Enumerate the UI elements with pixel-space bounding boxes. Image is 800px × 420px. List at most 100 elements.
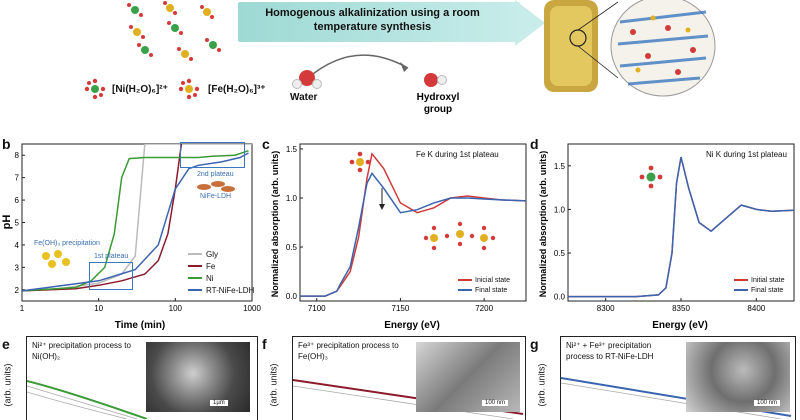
- chart-c-xtick-label: 7100: [308, 304, 326, 313]
- fe-precip-label: Fe(OH)₃ precipitation: [34, 240, 100, 247]
- ldh-platelets-icon: [197, 181, 235, 192]
- plateau2-box: [180, 142, 245, 168]
- chart-c: 7100 7150 7200 0.0 0.5 1.0 1.5 Normalized abso…: [270, 143, 527, 331]
- panel-g: (arb. units) Ni²⁺ + Fe³⁺ precipitation p…: [530, 336, 800, 420]
- chart-c-ytick-label: 0.0: [286, 292, 298, 301]
- legend-item-rt-nife: RT-NiFe-LDH: [188, 284, 256, 296]
- panel-f-axes: [292, 336, 526, 420]
- legend-item-d-initial: Initial state: [734, 275, 784, 285]
- arrow-down-icon: [379, 188, 385, 210]
- chart-b-xlabel: Time (min): [115, 320, 165, 331]
- chart-b-ytick-label: 8: [15, 151, 20, 160]
- chart-d-legend: Initial state Final state: [734, 275, 784, 295]
- ni-complex-label: [Ni(H₂O)₆]²⁺: [112, 84, 168, 95]
- chart-d-ytick-label: 0.5: [554, 249, 566, 258]
- panel-e-axes: [26, 336, 258, 420]
- ldh-structure-icon: [610, 0, 716, 97]
- chart-d-xlabel: Energy (eV): [652, 320, 708, 331]
- chart-c-ytick-label: 0.5: [286, 243, 298, 252]
- panel-f-scale: 100 nm: [482, 400, 509, 406]
- panel-e-title: Ni²⁺ precipitation process to Ni(OH)₂: [32, 341, 131, 361]
- fe-precip-box: [89, 262, 133, 290]
- legend-item-gly: Gly: [188, 248, 256, 260]
- chart-c-xlabel: Energy (eV): [384, 320, 440, 331]
- banner-text: Homogenous alkalinization using a room t…: [265, 7, 480, 33]
- chart-c-series-1-line: [300, 172, 526, 297]
- water-molecule-icon: [292, 70, 322, 89]
- chart-d-ytick-label: 1.5: [554, 162, 566, 171]
- panel-e-sem-image: [146, 342, 250, 412]
- panel-d: 8300 8350 8400 0.0 0.5 1.0 1.5 Normalized abso…: [530, 136, 800, 332]
- fe-complex-label: [Fe(H₂O)₆]³⁺: [208, 84, 266, 95]
- chart-b-xtick-label: 1000: [243, 304, 261, 313]
- ni-aqua-complex-icon: [84, 78, 106, 100]
- legend-item-c-final: Final state: [458, 285, 510, 295]
- legend-item-d-final: Final state: [734, 285, 784, 295]
- chart-d-xtick-label: 8300: [597, 304, 615, 313]
- panel-e-curves: [27, 380, 147, 419]
- panel-letter-b: b: [2, 136, 11, 152]
- panel-letter-e: e: [2, 336, 10, 352]
- chart-c-legend: Inicial state Final state: [458, 275, 510, 295]
- chart-b-ytick-label: 2: [15, 286, 20, 295]
- panel-letter-d: d: [530, 136, 539, 152]
- banner-arrowhead-icon: [515, 0, 545, 46]
- chart-d-ytick-label: 0.0: [554, 293, 566, 302]
- chart-b-series-1-line: [22, 144, 183, 292]
- chart-d: 8300 8350 8400 0.0 0.5 1.0 1.5 Normalized abso…: [538, 143, 795, 331]
- chart-c-xtick-label: 7200: [475, 304, 493, 313]
- plateau2-label: 2nd plateau: [197, 171, 234, 178]
- chart-c-ylabel: Normalized absorption (arb. units): [270, 151, 280, 298]
- chart-b-ytick-label: 3: [15, 263, 20, 272]
- chart-c-ytick-label: 1.0: [286, 194, 298, 203]
- hydroxyl-label: Hydroxyl group: [416, 92, 460, 115]
- fe-precipitate-particles-icon: [42, 250, 70, 268]
- panel-letter-g: g: [530, 336, 539, 352]
- chart-b-ytick-label: 5: [15, 219, 20, 228]
- chart-d-ylabel: Normalized absorption (arb. units): [538, 151, 548, 298]
- panel-e-scale: 1µm: [210, 400, 228, 406]
- chart-d-title: Ni K during 1st plateau: [706, 150, 787, 159]
- chart-d-xtick-label: 8400: [747, 304, 765, 313]
- reaction-arrow-icon: [307, 54, 409, 79]
- chart-d-ytick-label: 1.0: [554, 205, 566, 214]
- plateau1-label: 1st plateau: [94, 253, 129, 260]
- panel-g-title: Ni²⁺ + Fe³⁺ precipitation process to RT-…: [566, 341, 654, 361]
- aqua-complex-cluster-icon: [127, 1, 221, 61]
- chart-c-ytick-label: 1.5: [286, 145, 298, 154]
- panel-g-scale: 100 nm: [754, 400, 781, 406]
- chart-b-xtick-label: 1: [20, 304, 25, 313]
- panel-f: (arb. units) Fe³⁺ precipitation process …: [262, 336, 530, 420]
- panel-e-ylabel: (arb. units): [2, 363, 13, 407]
- panel-f-ylabel: (arb. units): [268, 363, 279, 407]
- fe-polymer-icon: [423, 221, 496, 251]
- chart-b-legend: Gly Fe Ni RT-NiFe-LDH: [188, 248, 256, 296]
- zoom-lines-icon: [578, 1, 618, 79]
- panel-e: (arb. units) Ni²⁺ precipitation process …: [0, 336, 262, 420]
- chart-b-series-2-line: [22, 149, 249, 292]
- chart-b-xtick-label: 100: [169, 304, 183, 313]
- panel-letter-f: f: [262, 336, 267, 352]
- fe-monomer-icon: [349, 151, 371, 173]
- chart-b-xtick-label: 10: [94, 304, 103, 313]
- chart-c-title: Fe K during 1st plateau: [416, 150, 499, 159]
- legend-item-ni: Ni: [188, 272, 256, 284]
- chart-d-series-1-line: [568, 156, 794, 298]
- nife-label: NiFe-LDH: [200, 193, 232, 200]
- chart-d-xtick-label: 8350: [672, 304, 690, 313]
- chart-b-ylabel: pH: [1, 215, 13, 230]
- synthesis-banner: [238, 2, 520, 42]
- panel-b: 1 10 100 1000 2 3 4 5 6 7 8 pH Time (min) Fe(OH)₃ …: [0, 136, 262, 332]
- header-area: [Ni(H₂O)₆]²⁺ [Fe(H₂O)₆]³⁺ Homogenous alk…: [0, 0, 800, 135]
- panel-c: 7100 7150 7200 0.0 0.5 1.0 1.5 Normalized abso…: [262, 136, 530, 332]
- chart-c-xtick-label: 7150: [392, 304, 410, 313]
- panel-letter-c: c: [262, 136, 270, 152]
- panel-g-axes: [560, 336, 796, 420]
- hydroxyl-molecule-icon: [424, 73, 447, 87]
- panel-f-title: Fe³⁺ precipitation process to Fe(OH)₃: [298, 341, 399, 361]
- chart-b-ytick-label: 6: [15, 196, 20, 205]
- chart-b-ytick-label: 4: [15, 241, 20, 250]
- water-label: Water: [290, 92, 318, 103]
- ni-monomer-icon: [639, 165, 663, 189]
- chart-c-plot-frame: [299, 143, 527, 302]
